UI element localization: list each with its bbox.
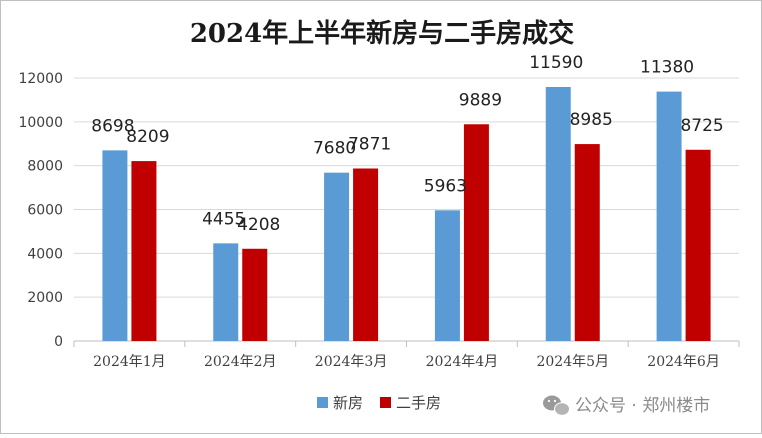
bar-second-hand — [242, 248, 268, 341]
bar-second-hand — [463, 124, 489, 341]
legend-swatch-new-house — [317, 397, 328, 408]
data-label: 7680 — [313, 139, 356, 159]
y-tick-label: 2000 — [27, 290, 63, 306]
y-tick-label: 8000 — [27, 159, 63, 175]
data-label: 11380 — [640, 58, 694, 78]
x-category-label: 2024年4月 — [426, 354, 499, 370]
x-category-label: 2024年6月 — [647, 354, 720, 370]
watermark-text: 公众号 · 郑州楼市 — [575, 396, 710, 416]
data-labels: 8698 4455 7680 5963 11590 11380 8209 4208 7871 98… — [91, 53, 723, 235]
bar-new-house — [324, 172, 350, 341]
data-label: 5963 — [424, 176, 467, 196]
watermark: 公众号 · 郑州楼市 — [543, 395, 710, 416]
data-label: 9889 — [459, 90, 502, 110]
bar-new-house — [434, 210, 460, 341]
legend-swatch-second-hand — [380, 397, 391, 408]
bar-new-house — [545, 86, 571, 341]
data-label: 4455 — [202, 209, 245, 229]
bar-second-hand — [131, 161, 157, 341]
y-tick-label: 12000 — [18, 71, 63, 87]
bars — [102, 86, 711, 341]
bar-second-hand — [353, 168, 379, 341]
bar-second-hand — [685, 149, 711, 341]
grid-lines — [74, 77, 739, 342]
y-tick-label: 10000 — [18, 115, 63, 131]
y-axis-ticks: 0 2000 4000 6000 8000 10000 12000 — [18, 71, 63, 350]
chart-title: 2024年上半年新房与二手房成交 — [190, 18, 574, 49]
y-tick-label: 4000 — [27, 246, 63, 262]
data-label: 8209 — [126, 127, 169, 147]
data-label: 8725 — [680, 116, 723, 136]
data-label: 11590 — [529, 53, 583, 73]
data-label: 8698 — [91, 116, 134, 136]
data-label: 7871 — [348, 134, 391, 154]
legend-label-second-hand: 二手房 — [396, 394, 441, 412]
legend-label-new-house: 新房 — [333, 394, 363, 412]
x-category-label: 2024年3月 — [315, 354, 388, 370]
x-category-label: 2024年2月 — [204, 354, 277, 370]
x-category-label: 2024年5月 — [536, 354, 609, 370]
bar-second-hand — [574, 144, 600, 341]
bar-new-house — [656, 91, 682, 341]
wechat-icon — [543, 395, 570, 416]
y-tick-label: 6000 — [27, 203, 63, 219]
bar-new-house — [102, 150, 128, 341]
x-category-label: 2024年1月 — [93, 354, 166, 370]
data-label: 4208 — [237, 215, 280, 235]
y-tick-label: 0 — [54, 334, 63, 350]
bar-new-house — [213, 243, 239, 341]
legend: 新房 二手房 — [317, 394, 441, 412]
data-label: 8985 — [570, 110, 613, 130]
x-axis-categories: 2024年1月 2024年2月 2024年3月 2024年4月 2024年5月 2024年… — [73, 341, 740, 370]
